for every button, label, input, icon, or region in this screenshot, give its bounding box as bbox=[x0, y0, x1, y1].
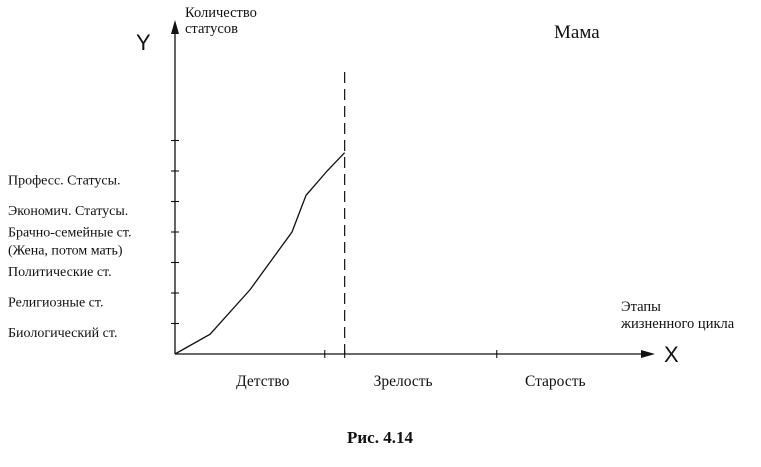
y-axis-arrow bbox=[171, 20, 179, 34]
y-tick-label: Професс. Статусы. bbox=[8, 174, 121, 189]
x-tick-label: Зрелость bbox=[374, 373, 433, 390]
figure-caption: Рис. 4.14 bbox=[347, 428, 413, 447]
chart-title: Мама bbox=[554, 22, 600, 43]
y-tick-label: Брачно-семейные ст. (Жена, потом мать) bbox=[8, 226, 131, 259]
y-tick-labels: Биологический ст. Религиозные ст. Политиче… bbox=[8, 174, 131, 342]
x-axis-label: Этапы жизненного цикла bbox=[620, 299, 735, 332]
x-axis-arrow bbox=[641, 350, 655, 358]
x-tick-label: Старость bbox=[525, 373, 586, 390]
x-axis-letter: X bbox=[664, 342, 679, 367]
x-tick-labels: Детство Зрелость Старость bbox=[236, 373, 585, 390]
y-tick-label: Религиозные ст. bbox=[8, 296, 103, 311]
x-tick-label: Детство bbox=[236, 373, 289, 390]
y-tick-label: Биологический ст. bbox=[8, 326, 117, 341]
y-ticks bbox=[171, 139, 179, 325]
y-axis-letter: Y bbox=[136, 30, 151, 55]
y-axis-label: Количество статусов bbox=[185, 5, 257, 37]
series-line bbox=[174, 152, 346, 355]
y-tick-label: Политические ст. bbox=[8, 265, 112, 280]
y-tick-label: Экономич. Статусы. bbox=[8, 204, 128, 219]
